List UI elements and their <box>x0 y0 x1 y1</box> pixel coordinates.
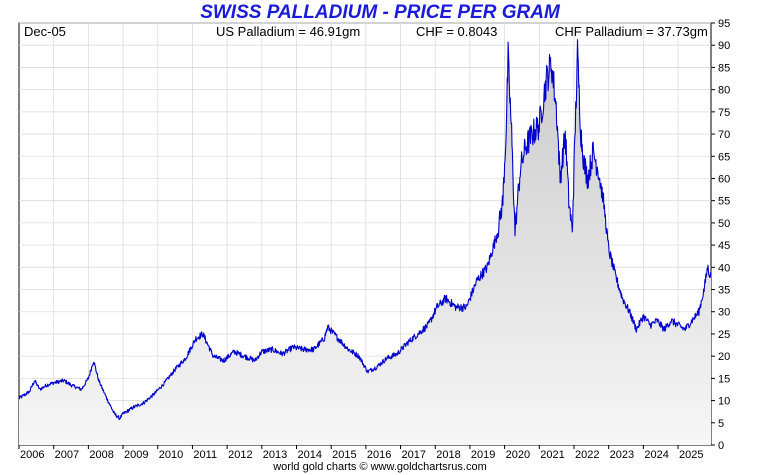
y-tick-label: 75 <box>718 107 730 119</box>
y-axis-ticks: 0 5 10 15 20 25 30 35 40 45 50 55 60 65 70 75 80 85 90 95 <box>711 18 730 452</box>
x-tick-label: 2022 <box>575 449 599 461</box>
x-tick-label: 2020 <box>506 449 530 461</box>
x-tick-label: 2021 <box>540 449 564 461</box>
y-tick-label: 0 <box>718 440 724 452</box>
y-tick-label: 45 <box>718 240 730 252</box>
x-tick-label: 2013 <box>263 449 287 461</box>
x-tick-label: 2025 <box>679 449 703 461</box>
x-tick-label: 2006 <box>20 449 44 461</box>
y-tick-label: 35 <box>718 285 730 297</box>
y-tick-label: 10 <box>718 396 730 408</box>
us-palladium-label: US Palladium = 46.91gm <box>216 24 360 39</box>
chart-footer: world gold charts © www.goldchartsrus.co… <box>273 461 487 473</box>
y-tick-label: 60 <box>718 173 730 185</box>
chf-rate-label: CHF = 0.8043 <box>416 24 497 39</box>
x-tick-label: 2014 <box>297 449 321 461</box>
y-tick-label: 25 <box>718 329 730 341</box>
y-tick-label: 30 <box>718 307 730 319</box>
x-tick-label: 2012 <box>228 449 252 461</box>
y-tick-label: 95 <box>718 18 730 30</box>
x-tick-label: 2019 <box>471 449 495 461</box>
y-tick-label: 20 <box>718 351 730 363</box>
chart-title: SWISS PALLADIUM - PRICE PER GRAM <box>200 2 560 23</box>
x-tick-label: 2009 <box>124 449 148 461</box>
x-tick-label: 2018 <box>436 449 460 461</box>
x-tick-label: 2008 <box>89 449 113 461</box>
y-tick-label: 65 <box>718 151 730 163</box>
price-area-fill <box>19 39 711 445</box>
y-tick-label: 15 <box>718 373 730 385</box>
x-tick-label: 2017 <box>402 449 426 461</box>
x-tick-label: 2007 <box>55 449 79 461</box>
y-tick-label: 5 <box>718 418 724 430</box>
x-tick-label: 2011 <box>193 449 217 461</box>
y-tick-label: 90 <box>718 40 730 52</box>
y-tick-label: 55 <box>718 196 730 208</box>
x-tick-label: 2010 <box>159 449 183 461</box>
y-tick-label: 50 <box>718 218 730 230</box>
x-tick-label: 2016 <box>367 449 391 461</box>
chf-palladium-label: CHF Palladium = 37.73gm <box>555 24 708 39</box>
x-tick-label: 2023 <box>610 449 634 461</box>
start-date-label: Dec-05 <box>24 24 66 39</box>
y-tick-label: 40 <box>718 262 730 274</box>
x-tick-label: 2015 <box>332 449 356 461</box>
x-axis-ticks: 2006 2007 2008 2009 2010 2011 2012 2013 2014 2015… <box>18 445 704 461</box>
x-tick-label: 2024 <box>644 449 668 461</box>
y-tick-label: 85 <box>718 62 730 74</box>
y-tick-label: 70 <box>718 129 730 141</box>
y-tick-label: 80 <box>718 85 730 97</box>
price-series-line <box>18 39 712 421</box>
